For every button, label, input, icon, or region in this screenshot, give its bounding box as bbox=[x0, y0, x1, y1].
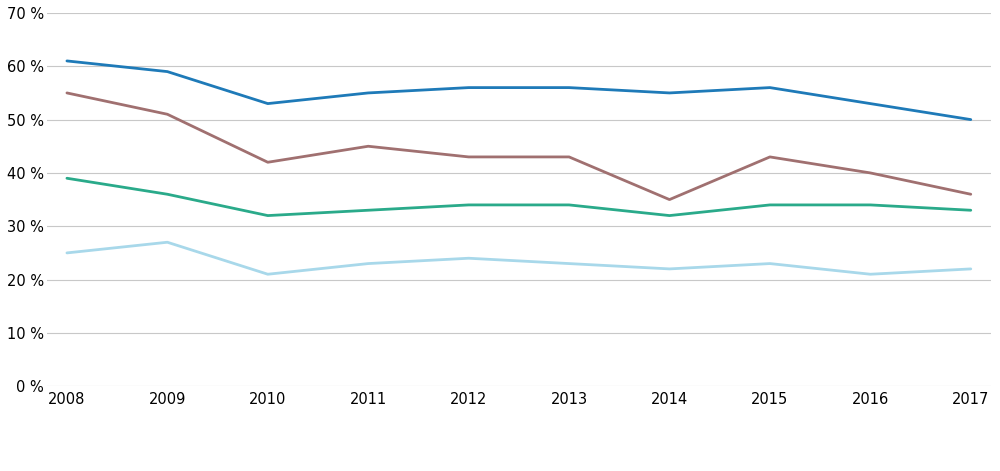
Universitet og høyskole bbox=[362, 90, 374, 96]
Videregående bbox=[61, 175, 73, 181]
Fagskole bbox=[161, 112, 173, 117]
Fagskole bbox=[362, 144, 374, 149]
Universitet og høyskole bbox=[864, 101, 876, 106]
Line: Grunnskole: Grunnskole bbox=[67, 242, 971, 274]
Universitet og høyskole bbox=[161, 69, 173, 74]
Videregående bbox=[965, 207, 977, 213]
Universitet og høyskole bbox=[965, 117, 977, 122]
Universitet og høyskole bbox=[663, 90, 675, 96]
Fagskole bbox=[463, 154, 475, 160]
Fagskole bbox=[764, 154, 776, 160]
Grunnskole bbox=[161, 239, 173, 245]
Videregående bbox=[161, 191, 173, 197]
Videregående bbox=[362, 207, 374, 213]
Line: Fagskole: Fagskole bbox=[67, 93, 971, 200]
Grunnskole bbox=[262, 271, 274, 277]
Fagskole bbox=[663, 197, 675, 203]
Grunnskole bbox=[764, 261, 776, 267]
Grunnskole bbox=[864, 271, 876, 277]
Grunnskole bbox=[965, 266, 977, 272]
Grunnskole bbox=[463, 255, 475, 261]
Grunnskole bbox=[61, 250, 73, 256]
Videregående bbox=[262, 213, 274, 219]
Videregående bbox=[864, 202, 876, 208]
Universitet og høyskole bbox=[563, 85, 575, 90]
Grunnskole bbox=[563, 261, 575, 267]
Universitet og høyskole bbox=[463, 85, 475, 90]
Line: Universitet og høyskole: Universitet og høyskole bbox=[67, 61, 971, 120]
Line: Videregående: Videregående bbox=[67, 178, 971, 216]
Videregående bbox=[764, 202, 776, 208]
Universitet og høyskole bbox=[61, 58, 73, 64]
Videregående bbox=[563, 202, 575, 208]
Fagskole bbox=[262, 159, 274, 165]
Videregående bbox=[463, 202, 475, 208]
Universitet og høyskole bbox=[262, 101, 274, 106]
Fagskole bbox=[61, 90, 73, 96]
Fagskole bbox=[563, 154, 575, 160]
Fagskole bbox=[965, 191, 977, 197]
Fagskole bbox=[864, 170, 876, 176]
Videregående bbox=[663, 213, 675, 219]
Universitet og høyskole bbox=[764, 85, 776, 90]
Grunnskole bbox=[362, 261, 374, 267]
Grunnskole bbox=[663, 266, 675, 272]
